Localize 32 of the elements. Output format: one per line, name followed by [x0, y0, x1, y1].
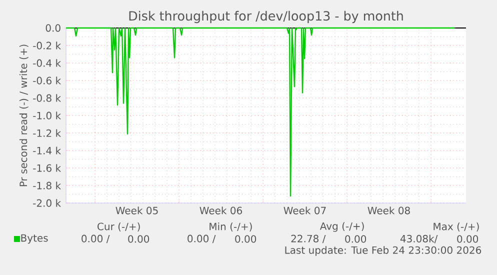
y-tick-label: -1.4 k	[33, 146, 62, 154]
y-tick-label: -2.0 k	[33, 199, 62, 207]
text: 0.00 /	[82, 234, 110, 244]
x-tick-label: Week 06	[200, 206, 242, 214]
y-tick-label: -0.8 k	[33, 94, 62, 102]
text: Cur (-/+)	[98, 222, 140, 232]
text: 0.00	[457, 235, 478, 243]
y-tick-label: -0.4 k	[33, 59, 62, 67]
y-tick-label: -1.0 k	[33, 112, 62, 120]
y-tick-label: -1.6 k	[33, 164, 62, 172]
y-tick-label: -1.8 k	[33, 182, 62, 190]
text: 0.00	[235, 235, 256, 243]
y-tick-label: -0.6 k	[33, 76, 62, 84]
text: Last update: Tue Feb 24 23:30:00 2026	[285, 246, 482, 256]
y-axis-title: Pr second read (-) / write (+)	[19, 44, 28, 186]
text: 0.00	[128, 235, 150, 243]
x-tick-label: Week 05	[116, 206, 158, 214]
x-tick-label: Week 08	[368, 206, 410, 214]
line-series	[65, 27, 456, 197]
text: 43.08k/	[400, 234, 438, 244]
chart-title: Disk throughput for /dev/loop13 - by month	[129, 10, 403, 24]
y-tick-label: 0.0	[46, 24, 60, 32]
x-tick-label: Week 07	[284, 206, 326, 214]
y-tick-label: -0.2 k	[33, 42, 62, 50]
text: Avg (-/+)	[320, 222, 364, 232]
legend-label: Bytes	[21, 234, 48, 244]
text: 22.78 /	[291, 234, 326, 244]
text: 0.00 /	[188, 234, 216, 244]
text: Min (-/+)	[210, 222, 252, 232]
text: Max (-/+)	[434, 222, 479, 232]
text: 0.00	[345, 235, 366, 243]
y-tick-label: -1.2 k	[33, 129, 62, 137]
